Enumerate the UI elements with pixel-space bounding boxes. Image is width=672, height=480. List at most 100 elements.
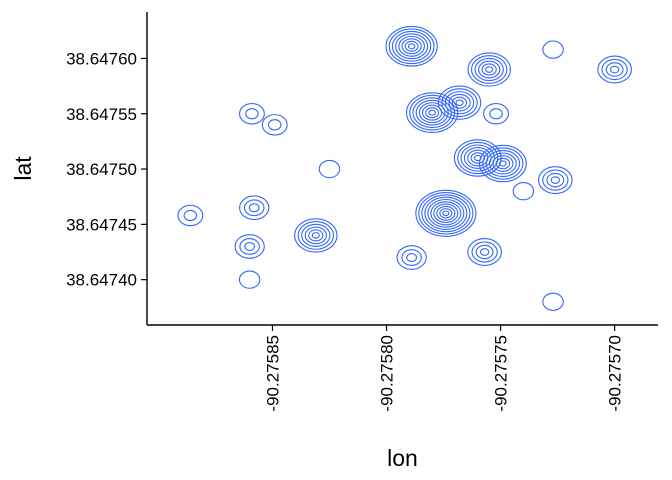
contour-line [478, 60, 501, 79]
contour-line [478, 144, 527, 183]
contour-line [485, 149, 521, 178]
contour-line [470, 55, 508, 84]
contour-line [474, 57, 504, 82]
contour-line [460, 144, 496, 172]
contour-line [433, 203, 459, 224]
density-peak [177, 204, 204, 227]
contour-line [601, 58, 628, 81]
contour-line [475, 244, 494, 260]
contour-line [605, 62, 624, 77]
contour-line [239, 195, 270, 221]
contour-line [243, 199, 265, 217]
density-peak [467, 238, 502, 266]
density-peak [537, 166, 573, 195]
contour-line [448, 93, 471, 112]
density-peak [238, 103, 265, 125]
contour-line [439, 208, 453, 219]
y-tick-label: 38.64740 [66, 271, 137, 290]
density-peak [542, 292, 564, 311]
contour-line [550, 176, 561, 185]
contour-line [401, 249, 422, 266]
contour-line [495, 157, 511, 170]
density-peak [261, 114, 288, 136]
contour-line [512, 182, 535, 201]
contour-line [401, 38, 422, 55]
contour-line [425, 107, 440, 119]
contour-line [488, 152, 517, 175]
contour-line [483, 103, 509, 125]
contour-line [479, 248, 490, 256]
contour-line [418, 102, 446, 124]
density-peak [542, 40, 564, 59]
x-tick-label: -90.27585 [263, 335, 282, 412]
contour-line [457, 141, 499, 175]
density-peak [415, 189, 477, 237]
contour-lines [177, 25, 633, 311]
contour-line [546, 172, 565, 188]
x-axis-title: lon [387, 445, 418, 471]
contour-line [395, 33, 429, 60]
contour-line [455, 99, 464, 107]
contour-line [234, 234, 265, 259]
contour-line [297, 221, 335, 250]
contour-line [427, 198, 465, 228]
contour-line [421, 194, 471, 233]
density-peak [239, 195, 270, 221]
y-tick-label: 38.64755 [66, 105, 137, 124]
contour-line [537, 166, 573, 195]
contour-line [385, 25, 438, 67]
density-peak [238, 270, 261, 289]
density-peak [483, 103, 509, 125]
contour-line [294, 218, 338, 253]
contour-line [308, 229, 324, 242]
contour-line [473, 154, 482, 162]
contour-line [318, 159, 341, 179]
contour-line [406, 92, 459, 133]
contour-line [415, 99, 449, 126]
contour-line [311, 232, 320, 239]
density-peak [396, 245, 427, 270]
contour-line [597, 55, 633, 84]
density-peak [512, 182, 535, 201]
density-peak [478, 144, 527, 183]
contour-line [542, 40, 564, 59]
contour-line [485, 66, 494, 73]
contour-line [238, 270, 261, 289]
contour-line [444, 91, 475, 115]
contour-line [391, 30, 432, 62]
contour-line [183, 209, 198, 222]
contour-line [388, 28, 435, 65]
contour-line [398, 35, 425, 57]
contour-line [177, 204, 204, 227]
contour-line [396, 245, 427, 270]
density-peak [453, 139, 502, 177]
contour-line [415, 189, 477, 237]
contour-line [407, 43, 416, 50]
contour-line [238, 103, 265, 125]
density-peak [437, 85, 482, 120]
contour-line [467, 238, 502, 266]
contour-line [437, 85, 482, 120]
contour-line [267, 119, 282, 131]
y-axis-title: lat [10, 156, 36, 181]
contour-line [467, 52, 511, 87]
density-peak [318, 159, 341, 179]
contour-line [404, 40, 419, 52]
contour-line [489, 108, 503, 120]
contour-line [451, 96, 468, 109]
x-axis-ticks: -90.27585 -90.27580 -90.27575 -90.27570 [263, 325, 625, 412]
contour-line [424, 196, 468, 230]
contour-line [248, 203, 260, 213]
contour-line [422, 104, 443, 121]
contour-line [301, 223, 331, 248]
x-tick-label: -90.27575 [492, 335, 511, 412]
contour-line [542, 169, 569, 191]
contour-line [428, 109, 436, 116]
density-peak [385, 25, 438, 67]
contour-line [412, 97, 452, 129]
contour-line [430, 201, 462, 226]
x-tick-label: -90.27570 [606, 335, 625, 412]
x-tick-label: -90.27580 [378, 335, 397, 412]
contour-line [498, 160, 507, 167]
